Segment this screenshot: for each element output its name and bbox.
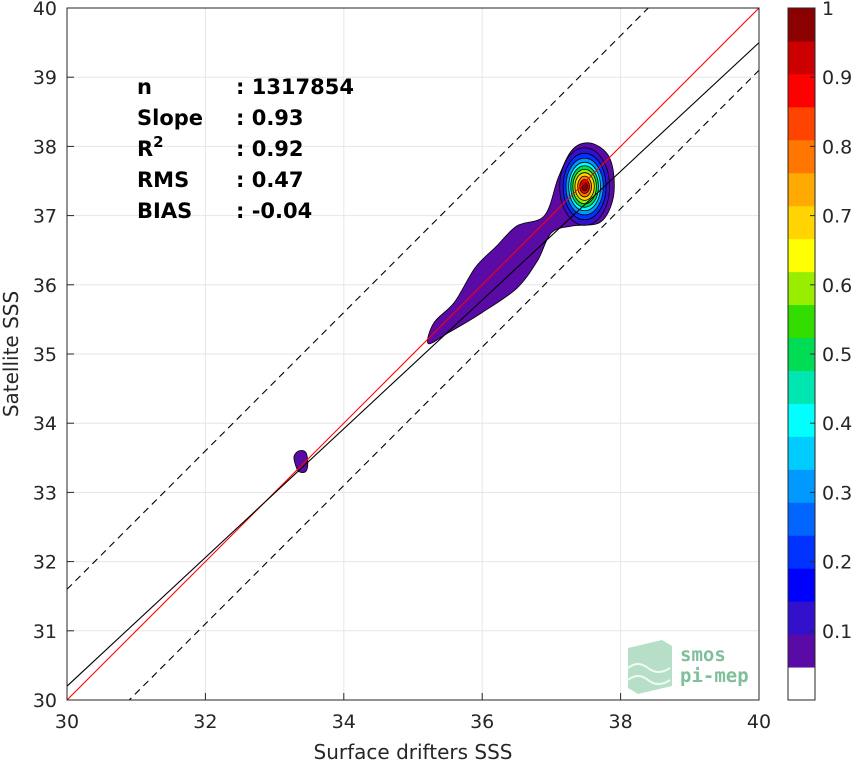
grid (66, 7, 760, 701)
reference-lines (67, 8, 759, 700)
stat-label: BIAS (137, 199, 192, 223)
colorbar-tick-label: 0.1 (822, 621, 852, 643)
y-tick-label: 37 (33, 206, 57, 228)
y-tick-label: 31 (33, 621, 57, 643)
smos-pi-mep-watermark: smos pi-mep (627, 640, 749, 694)
stat-value: : 1317854 (236, 75, 354, 99)
stat-label: n (137, 75, 152, 99)
colorbar-tick-label: 0.5 (822, 344, 852, 366)
y-tick-label: 34 (33, 413, 57, 435)
stat-value: : -0.04 (236, 199, 312, 223)
colorbar-tick-label: 0.4 (822, 413, 852, 435)
colorbar-segment (788, 40, 815, 75)
watermark-logo-waves-icon (627, 663, 671, 685)
x-tick-label: 34 (332, 711, 356, 733)
colorbar-segment (788, 8, 815, 42)
colorbar-segment (788, 403, 815, 437)
colorbar-tick-label: 0.8 (822, 136, 852, 158)
y-tick-label: 33 (33, 482, 57, 504)
watermark-logo-icon (628, 640, 672, 694)
colorbar-tick-label: 1 (822, 0, 834, 20)
stat-label: RMS (137, 168, 189, 192)
colorbar-segment (788, 370, 815, 404)
line-identity (67, 8, 759, 700)
x-tick-label: 30 (55, 711, 79, 733)
colorbar-segment (788, 172, 815, 207)
y-tick-label: 40 (33, 0, 57, 20)
colorbar-segment (788, 502, 815, 536)
watermark-line1: smos (680, 644, 726, 666)
y-tick-label: 38 (33, 136, 57, 158)
x-tick-label: 36 (470, 711, 494, 733)
line-regression (67, 42, 759, 687)
colorbar-segment (788, 106, 815, 141)
colorbar-tick-label: 0.2 (822, 552, 852, 574)
colorbar-tick-label: 0.3 (822, 482, 852, 504)
watermark-line2: pi-mep (680, 665, 749, 687)
y-tick-label: 35 (33, 344, 57, 366)
colorbar-segment (788, 634, 815, 668)
colorbar-segment (788, 469, 815, 503)
colorbar-segment (788, 568, 815, 602)
colorbar-segment (788, 667, 815, 701)
x-tick-label: 38 (609, 711, 633, 733)
y-tick-label: 36 (33, 275, 57, 297)
x-axis-label: Surface drifters SSS (314, 740, 513, 763)
y-tick-label: 39 (33, 67, 57, 89)
y-tick-label: 30 (33, 690, 57, 712)
density-contours (293, 142, 615, 473)
density-region-isolated-blob (293, 450, 309, 473)
colorbar-segment (788, 601, 815, 635)
colorbar-segment (788, 304, 815, 339)
x-tick-label: 32 (193, 711, 217, 733)
colorbar-tick-label: 0.9 (822, 67, 852, 89)
colorbar-segment (788, 238, 815, 273)
y-axis-label: Satellite SSS (0, 291, 23, 417)
x-tick-label: 40 (747, 711, 771, 733)
colorbar-segment (788, 205, 815, 240)
colorbar: 0.1 0.2 0.3 0.4 0.5 0.6 0.7 0.8 0.9 1 (787, 0, 852, 701)
stat-value: : 0.47 (236, 168, 304, 192)
colorbar-segment (788, 436, 815, 470)
colorbar-tick-label: 0.6 (822, 275, 852, 297)
colorbar-segment (788, 73, 815, 108)
axis-ticks: 30 32 34 36 38 40 30 31 32 33 34 35 36 37 38 39 40 (33, 0, 771, 733)
stat-label: Slope (137, 106, 203, 130)
stat-value: : 0.92 (236, 137, 304, 161)
colorbar-tick-label: 0.7 (822, 206, 852, 228)
y-tick-label: 32 (33, 552, 57, 574)
stat-value: : 0.93 (236, 106, 304, 130)
colorbar-segment (788, 271, 815, 306)
colorbar-segment (788, 535, 815, 569)
colorbar-segment (788, 139, 815, 174)
